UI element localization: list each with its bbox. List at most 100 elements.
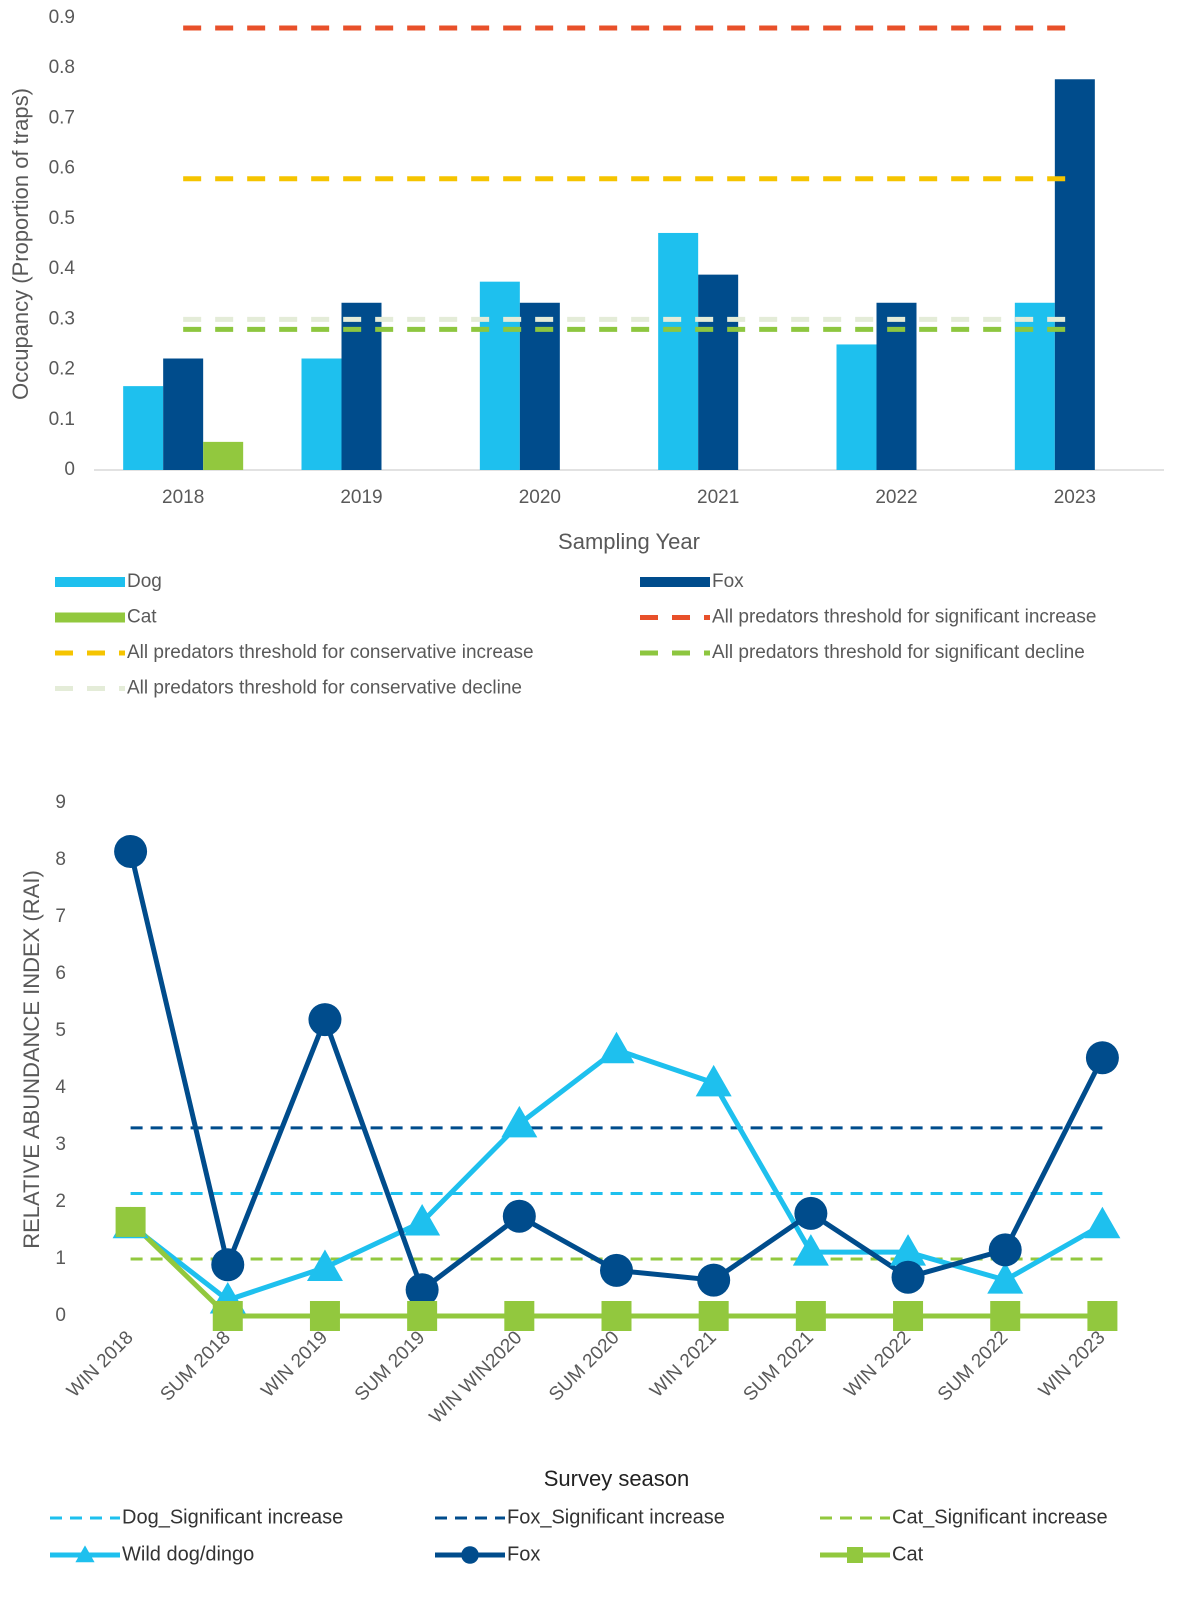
marker bbox=[695, 1064, 732, 1097]
legend-label: Fox bbox=[507, 1543, 540, 1565]
legend-item: Cat_Significant increase bbox=[820, 1506, 1108, 1528]
bar bbox=[658, 232, 699, 470]
legend-label: Dog bbox=[127, 571, 162, 592]
marker bbox=[502, 1199, 536, 1233]
y-tick-label: 0.7 bbox=[49, 107, 75, 128]
marker bbox=[501, 1105, 538, 1138]
legend-swatch bbox=[640, 577, 710, 587]
legend-label: All predators threshold for conservative… bbox=[127, 678, 522, 699]
y-tick-label: 3 bbox=[55, 1134, 66, 1155]
legend-label: Dog_Significant increase bbox=[122, 1506, 343, 1528]
bar bbox=[203, 441, 244, 470]
marker bbox=[306, 1249, 343, 1282]
legend-swatch bbox=[55, 612, 125, 623]
x-tick-label: 2020 bbox=[519, 487, 561, 508]
x-tick-label: 2023 bbox=[1054, 487, 1096, 508]
legend-item: All predators threshold for conservative… bbox=[55, 678, 522, 699]
marker bbox=[211, 1248, 245, 1282]
legend-item: Fox_Significant increase bbox=[435, 1506, 725, 1528]
x-axis-title: Sampling Year bbox=[558, 529, 700, 554]
y-tick-label: 0.4 bbox=[49, 258, 76, 279]
y-tick-label: 0.5 bbox=[49, 208, 75, 229]
marker bbox=[114, 834, 148, 868]
legend-label: Cat_Significant increase bbox=[892, 1506, 1108, 1528]
bar bbox=[163, 358, 204, 470]
marker bbox=[890, 1234, 927, 1266]
marker bbox=[988, 1233, 1022, 1267]
y-tick-label: 0.8 bbox=[49, 57, 75, 78]
legend-label: All predators threshold for significant … bbox=[712, 642, 1085, 663]
y-tick-label: 7 bbox=[55, 906, 66, 927]
marker bbox=[792, 1234, 829, 1266]
marker bbox=[600, 1253, 633, 1287]
legend-label: Fox bbox=[712, 571, 744, 592]
x-tick-label: WIN 2019 bbox=[257, 1327, 332, 1402]
marker bbox=[987, 1262, 1024, 1294]
y-tick-label: 0.2 bbox=[49, 359, 75, 380]
y-tick-label: 0.3 bbox=[49, 308, 75, 329]
marker bbox=[407, 1301, 438, 1331]
marker bbox=[697, 1263, 731, 1297]
x-tick-label: WIN 2023 bbox=[1035, 1327, 1110, 1402]
x-tick-label: 2021 bbox=[697, 487, 739, 508]
bar bbox=[123, 386, 164, 470]
marker bbox=[601, 1301, 632, 1331]
legend-item: Fox bbox=[435, 1543, 540, 1565]
marker bbox=[598, 1031, 635, 1064]
legend-swatch bbox=[55, 577, 125, 587]
marker bbox=[1087, 1301, 1118, 1331]
y-tick-label: 5 bbox=[55, 1020, 66, 1041]
marker bbox=[309, 1301, 340, 1331]
marker bbox=[115, 1206, 146, 1237]
marker bbox=[1085, 1041, 1119, 1075]
legend-label: Cat bbox=[892, 1543, 924, 1565]
legend-item: All predators threshold for significant … bbox=[640, 642, 1085, 663]
x-tick-label: SUM 2022 bbox=[934, 1327, 1012, 1405]
legend-item: Cat bbox=[820, 1543, 924, 1565]
bar bbox=[698, 274, 739, 470]
legend-item: Cat bbox=[55, 607, 157, 628]
legend-item: Dog bbox=[55, 571, 162, 592]
y-tick-label: 2 bbox=[55, 1191, 66, 1212]
marker bbox=[847, 1547, 863, 1563]
x-tick-label: SUM 2020 bbox=[545, 1327, 623, 1405]
x-tick-label: WIN 2018 bbox=[63, 1327, 138, 1402]
x-tick-label: 2019 bbox=[340, 487, 382, 508]
marker bbox=[990, 1301, 1021, 1331]
y-tick-label: 0.6 bbox=[49, 158, 75, 179]
bar bbox=[301, 358, 342, 470]
y-tick-label: 0.1 bbox=[49, 409, 75, 430]
legend-label: All predators threshold for conservative… bbox=[127, 642, 534, 663]
y-tick-label: 9 bbox=[55, 792, 66, 813]
y-tick-label: 6 bbox=[55, 963, 66, 984]
y-tick-label: 1 bbox=[55, 1248, 66, 1269]
bar bbox=[1054, 79, 1095, 470]
marker bbox=[891, 1260, 925, 1294]
y-axis-title: RELATIVE ABUNDANCE INDEX (RAI) bbox=[19, 870, 44, 1249]
legend-item: Dog_Significant increase bbox=[50, 1506, 343, 1528]
marker bbox=[75, 1545, 95, 1563]
x-axis-title: Survey season bbox=[544, 1466, 690, 1491]
x-tick-label: WIN 2021 bbox=[646, 1327, 721, 1402]
legend-item: Wild dog/dingo bbox=[50, 1543, 254, 1565]
marker bbox=[212, 1301, 243, 1331]
legend-item: All predators threshold for conservative… bbox=[55, 642, 534, 663]
marker bbox=[794, 1196, 828, 1230]
x-tick-label: SUM 2019 bbox=[351, 1327, 429, 1405]
marker bbox=[698, 1301, 729, 1331]
bar bbox=[479, 281, 520, 470]
marker bbox=[893, 1301, 924, 1331]
y-tick-label: 4 bbox=[55, 1077, 66, 1098]
marker bbox=[795, 1301, 826, 1331]
legend-label: Fox_Significant increase bbox=[507, 1506, 725, 1528]
data-line bbox=[128, 850, 1105, 1294]
marker bbox=[504, 1301, 535, 1331]
legend-label: Cat bbox=[127, 607, 157, 628]
legend-label: All predators threshold for significant … bbox=[712, 607, 1096, 628]
bar bbox=[836, 344, 877, 470]
x-tick-label: WIN WIN2020 bbox=[426, 1327, 527, 1428]
marker bbox=[405, 1273, 439, 1307]
x-tick-label: SUM 2021 bbox=[740, 1327, 818, 1405]
